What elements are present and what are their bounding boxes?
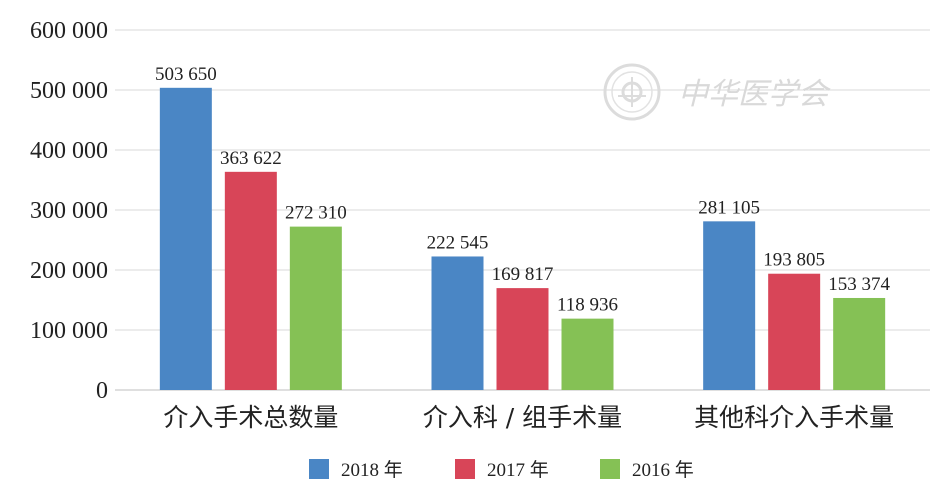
bars — [159, 87, 886, 390]
bar — [703, 221, 756, 390]
legend-swatch — [600, 459, 620, 479]
bar — [159, 87, 212, 390]
bar — [833, 297, 886, 390]
data-label: 503 650 — [155, 64, 217, 85]
x-axis: 介入手术总数量 介入科 / 组手术量 其他科介入手术量 — [163, 403, 894, 432]
seal-icon — [603, 63, 661, 121]
y-tick-label: 600 000 — [30, 18, 108, 44]
legend-swatch — [309, 459, 329, 479]
y-tick-label: 100 000 — [30, 318, 108, 344]
legend-swatch — [455, 459, 475, 479]
data-label: 281 105 — [698, 197, 760, 218]
y-tick-label: 300 000 — [30, 198, 108, 224]
x-category-label: 介入科 / 组手术量 — [423, 403, 622, 432]
legend: 2018 年 2017 年 2016 年 — [309, 459, 694, 481]
data-label: 169 817 — [492, 264, 554, 285]
y-tick-label: 500 000 — [30, 78, 108, 104]
data-label: 272 310 — [285, 203, 347, 224]
data-label: 222 545 — [427, 232, 489, 253]
y-axis: 0 100 000 200 000 300 000 400 000 500 000 600 … — [30, 18, 108, 404]
bar — [431, 256, 484, 390]
bar — [561, 318, 614, 390]
data-label: 363 622 — [220, 148, 282, 169]
legend-label: 2018 年 — [341, 459, 403, 481]
bar — [768, 273, 821, 390]
bar — [289, 226, 342, 390]
data-label: 193 805 — [763, 250, 825, 271]
watermark-text: 中华医学会 — [678, 77, 831, 112]
bar — [496, 288, 549, 390]
y-tick-label: 400 000 — [30, 138, 108, 164]
y-tick-label: 200 000 — [30, 258, 108, 284]
legend-label: 2016 年 — [632, 459, 694, 481]
x-category-label: 介入手术总数量 — [163, 403, 338, 432]
data-label: 118 936 — [557, 295, 618, 316]
data-label: 153 374 — [828, 274, 890, 295]
watermark: 中华医学会 — [603, 63, 831, 121]
x-category-label: 其他科介入手术量 — [694, 403, 894, 432]
y-tick-label: 0 — [96, 378, 108, 404]
bar — [224, 171, 277, 390]
legend-label: 2017 年 — [487, 459, 549, 481]
